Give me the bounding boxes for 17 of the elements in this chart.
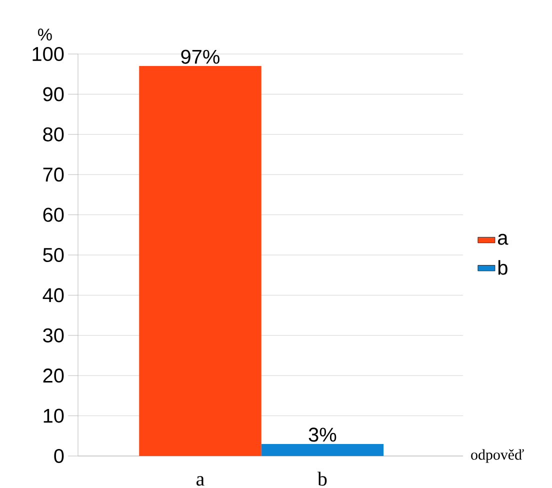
- legend-label: a: [498, 234, 508, 245]
- y-tick-label: 100: [32, 46, 64, 62]
- y-tick-label: 70: [43, 168, 64, 182]
- y-tick-label: 0: [54, 448, 64, 464]
- y-tick-label: 20: [43, 368, 64, 383]
- y-tick-label: 30: [43, 328, 64, 342]
- y-tick-label: 90: [43, 87, 64, 102]
- y-tick-label: 80: [43, 127, 64, 142]
- legend-label: b: [498, 260, 508, 275]
- y-axis-title: %: [38, 28, 52, 40]
- y-tick-label: 50: [43, 248, 64, 262]
- data-label: 97%: [181, 50, 220, 64]
- y-tick-label: 10: [44, 408, 64, 423]
- y-tick-label: 40: [42, 288, 64, 302]
- x-axis-title: odpověď: [471, 449, 524, 463]
- y-tick-label: 60: [43, 208, 64, 222]
- data-label: 3%: [308, 428, 336, 442]
